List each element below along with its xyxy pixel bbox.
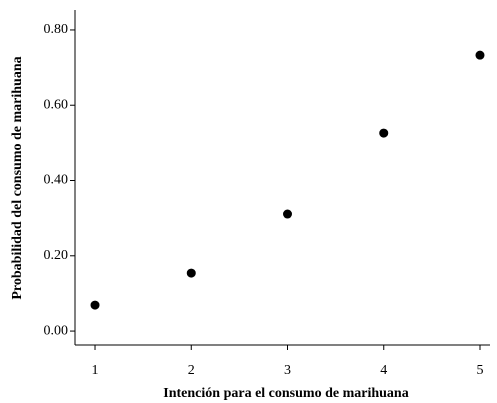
point bbox=[90, 300, 100, 310]
point bbox=[475, 50, 485, 60]
point bbox=[283, 209, 293, 219]
y-tick-label: 0.00 bbox=[44, 323, 69, 338]
x-tick-label: 3 bbox=[284, 363, 291, 378]
y-tick-label: 0.60 bbox=[44, 97, 69, 112]
x-axis-title: Intención para el consumo de marihuana bbox=[163, 386, 408, 401]
point bbox=[186, 268, 196, 278]
point bbox=[379, 128, 389, 138]
y-tick-label: 0.20 bbox=[44, 248, 69, 263]
y-tick-label: 0.40 bbox=[44, 173, 69, 188]
y-tick-label: 0.80 bbox=[44, 22, 69, 37]
y-axis-title: Probabilidad del consumo de marihuana bbox=[10, 56, 25, 299]
x-tick-label: 2 bbox=[188, 363, 195, 378]
x-tick-label: 1 bbox=[92, 363, 99, 378]
x-tick-label: 5 bbox=[476, 363, 483, 378]
x-tick-label: 4 bbox=[380, 363, 387, 378]
